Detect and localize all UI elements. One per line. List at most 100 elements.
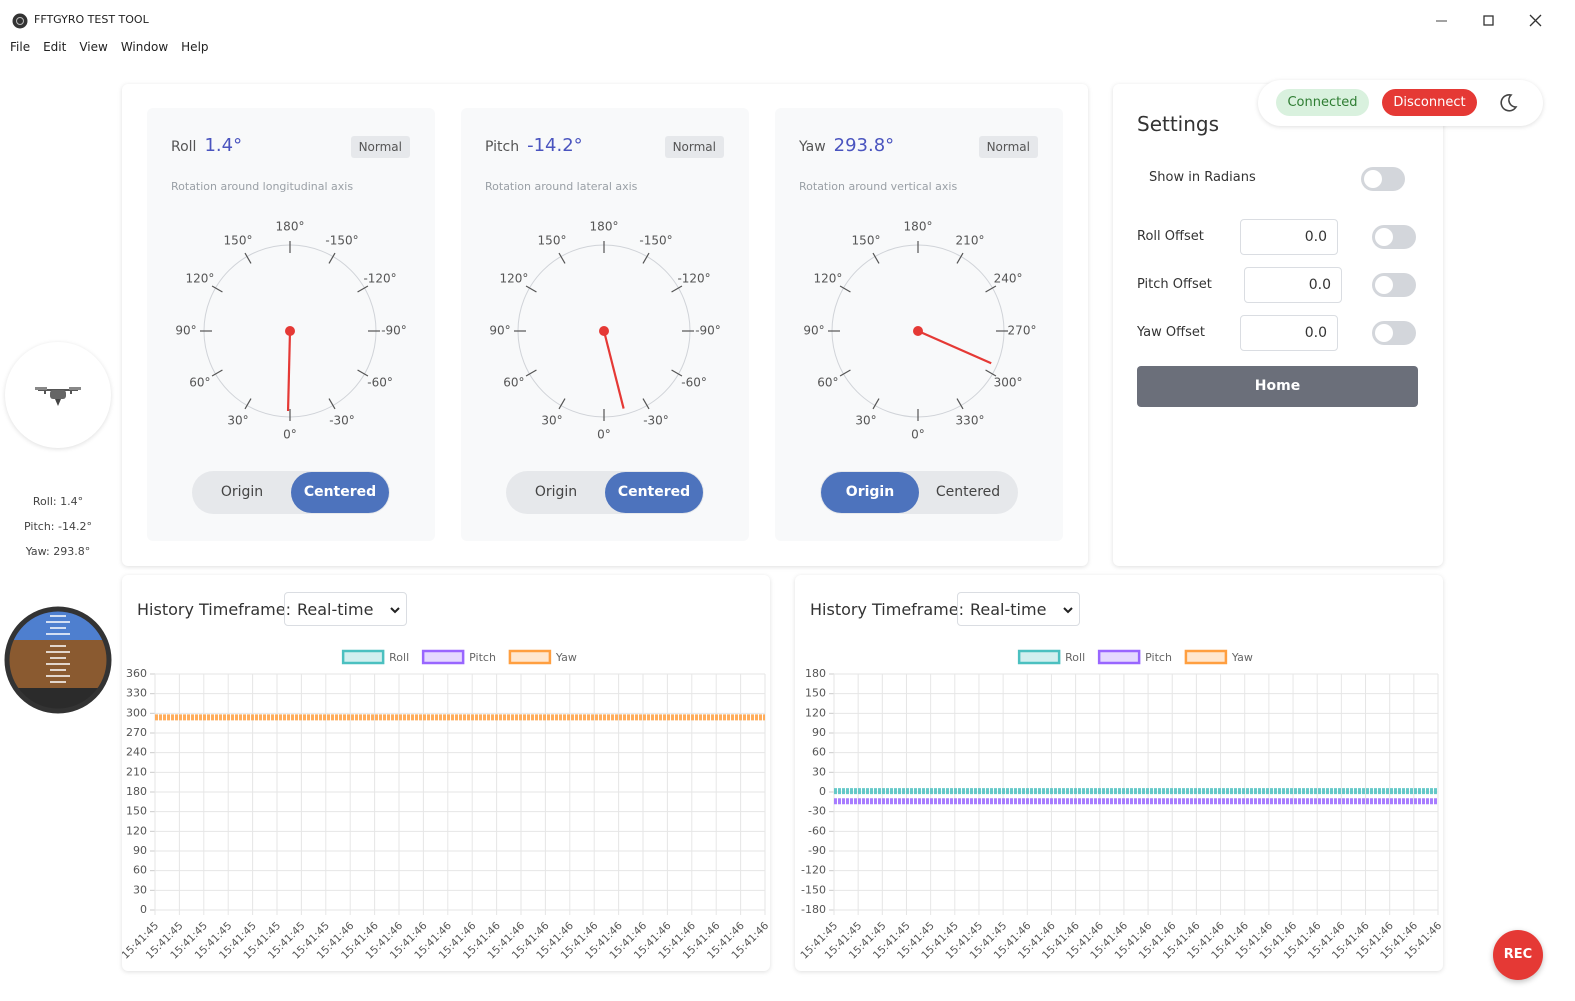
- dial-tick-label: 0°: [911, 428, 925, 442]
- chart: 030609012015018021024027030033036015:41:…: [122, 649, 770, 962]
- legend: Roll Pitch Yaw: [1017, 649, 1253, 665]
- status-badge: Normal: [350, 136, 410, 158]
- settings-card: Settings Show in Radians Home Roll Offse…: [1113, 84, 1443, 566]
- dial-tick: [872, 398, 880, 410]
- dial-tick: [211, 285, 223, 293]
- y-tick-label: 90: [133, 844, 147, 857]
- mode-button[interactable]: Centered: [291, 472, 389, 513]
- disconnect-button[interactable]: Disconnect: [1382, 89, 1477, 116]
- mode-button[interactable]: Origin: [220, 484, 264, 500]
- gauge-panel: Roll 1.4° Normal Rotation around longitudin…: [147, 108, 435, 541]
- dial-tick: [558, 252, 566, 264]
- rec-button[interactable]: REC: [1493, 930, 1543, 980]
- mode-button[interactable]: Centered: [605, 472, 703, 513]
- offset-input[interactable]: 0.0: [1240, 219, 1338, 255]
- dial-tick: [357, 369, 369, 377]
- legend-label: Roll: [389, 651, 409, 664]
- menu-item[interactable]: Help: [181, 40, 209, 54]
- dial-tick: [872, 252, 880, 264]
- dial-tick: [328, 398, 336, 410]
- dial-tick: [956, 252, 964, 264]
- timeframe-select[interactable]: Real-time: [284, 592, 407, 626]
- dial-tick-label: 30°: [227, 414, 248, 428]
- needle: [917, 329, 992, 365]
- home-button[interactable]: Home: [1137, 366, 1418, 407]
- timeframe-label: History Timeframe:: [137, 600, 291, 619]
- menu-bar: File Edit View Window Help: [0, 38, 1575, 58]
- mode-switch: Origin Centered: [192, 471, 390, 514]
- dial-tick: [642, 398, 650, 410]
- offset-label: Roll Offset: [1137, 229, 1204, 244]
- dial-tick-label: 210°: [956, 233, 985, 247]
- radians-label: Show in Radians: [1149, 170, 1256, 185]
- readout: Pitch: -14.2°: [24, 520, 92, 533]
- history-chart-card: History Timeframe: Real-time 0 30 60 90 120 150…: [122, 575, 770, 971]
- timeframe-select[interactable]: Real-time: [957, 592, 1080, 626]
- app-icon: [12, 13, 28, 29]
- menu-item[interactable]: View: [79, 40, 108, 54]
- dial-tick-label: 60°: [503, 376, 524, 390]
- gauge-header: Yaw 293.8°: [799, 135, 894, 156]
- status-badge: Normal: [664, 136, 724, 158]
- y-tick-label: 240: [126, 746, 147, 759]
- legend-label: Yaw: [1231, 651, 1253, 664]
- theme-toggle[interactable]: [1496, 91, 1520, 115]
- mode-button[interactable]: Centered: [935, 484, 1001, 500]
- dial-tick-label: 300°: [994, 376, 1023, 390]
- dial-tick: [839, 285, 851, 293]
- offset-toggle[interactable]: [1372, 321, 1416, 345]
- timeframe-label: History Timeframe:: [810, 600, 964, 619]
- dial-tick: [671, 285, 683, 293]
- dial-tick: [244, 252, 252, 264]
- history-chart-card: History Timeframe: Real-time -180 -150 -120 -…: [795, 575, 1443, 971]
- y-tick-label: -90: [808, 844, 826, 857]
- offset-input[interactable]: 0.0: [1244, 267, 1342, 303]
- dial-tick-label: -90°: [381, 324, 407, 338]
- needle: [602, 330, 625, 409]
- dial-tick-label: 180°: [904, 220, 933, 234]
- dial-tick-label: 330°: [956, 414, 985, 428]
- y-tick-label: 30: [133, 883, 147, 896]
- legend-label: Yaw: [555, 651, 577, 664]
- y-tick-label: -30: [808, 805, 826, 818]
- dial-tick-label: -30°: [329, 414, 355, 428]
- gauge-header: Pitch -14.2°: [485, 135, 583, 156]
- menu-item[interactable]: File: [10, 40, 31, 54]
- dial-tick-label: 0°: [597, 428, 611, 442]
- gauge-panel: Pitch -14.2° Normal Rotation around lateral…: [461, 108, 749, 541]
- offset-input[interactable]: 0.0: [1240, 315, 1338, 351]
- mode-button[interactable]: Origin: [534, 484, 578, 500]
- menu-item[interactable]: Edit: [43, 40, 67, 54]
- status-badge: Normal: [978, 136, 1038, 158]
- offset-toggle[interactable]: [1372, 225, 1416, 249]
- dial-tick-label: -120°: [677, 272, 710, 286]
- readout: Roll: 1.4°: [32, 495, 84, 508]
- legend-swatch: [508, 649, 552, 665]
- dial-tick: [985, 369, 997, 377]
- menu-item[interactable]: Window: [120, 40, 169, 54]
- needle-hub: [599, 326, 609, 336]
- y-tick-label: 150: [805, 687, 826, 700]
- dial-tick: [642, 252, 650, 264]
- y-tick-label: 60: [812, 746, 826, 759]
- axis-name: Roll: [171, 139, 197, 155]
- window-controls[interactable]: [1425, 0, 1555, 38]
- dial-tick: [525, 285, 537, 293]
- mode-button[interactable]: Origin: [821, 472, 919, 513]
- y-tick-label: 0: [140, 903, 147, 916]
- legend-swatch: [1017, 649, 1061, 665]
- dial-tick-label: 90°: [803, 324, 824, 338]
- dial-tick-label: 240°: [994, 272, 1023, 286]
- radians-toggle[interactable]: [1361, 167, 1405, 191]
- dial-tick-label: 120°: [499, 272, 528, 286]
- sidebar-drone-button[interactable]: [5, 342, 111, 448]
- legend-swatch: [1097, 649, 1141, 665]
- axis-description: Rotation around vertical axis: [799, 180, 958, 193]
- offset-toggle[interactable]: [1372, 273, 1416, 297]
- y-tick-label: 360: [126, 667, 147, 680]
- dial-tick-label: 30°: [541, 414, 562, 428]
- connection-pill: Connected Disconnect: [1258, 80, 1543, 126]
- select-chevron: [1063, 607, 1073, 614]
- dial-tick: [558, 398, 566, 410]
